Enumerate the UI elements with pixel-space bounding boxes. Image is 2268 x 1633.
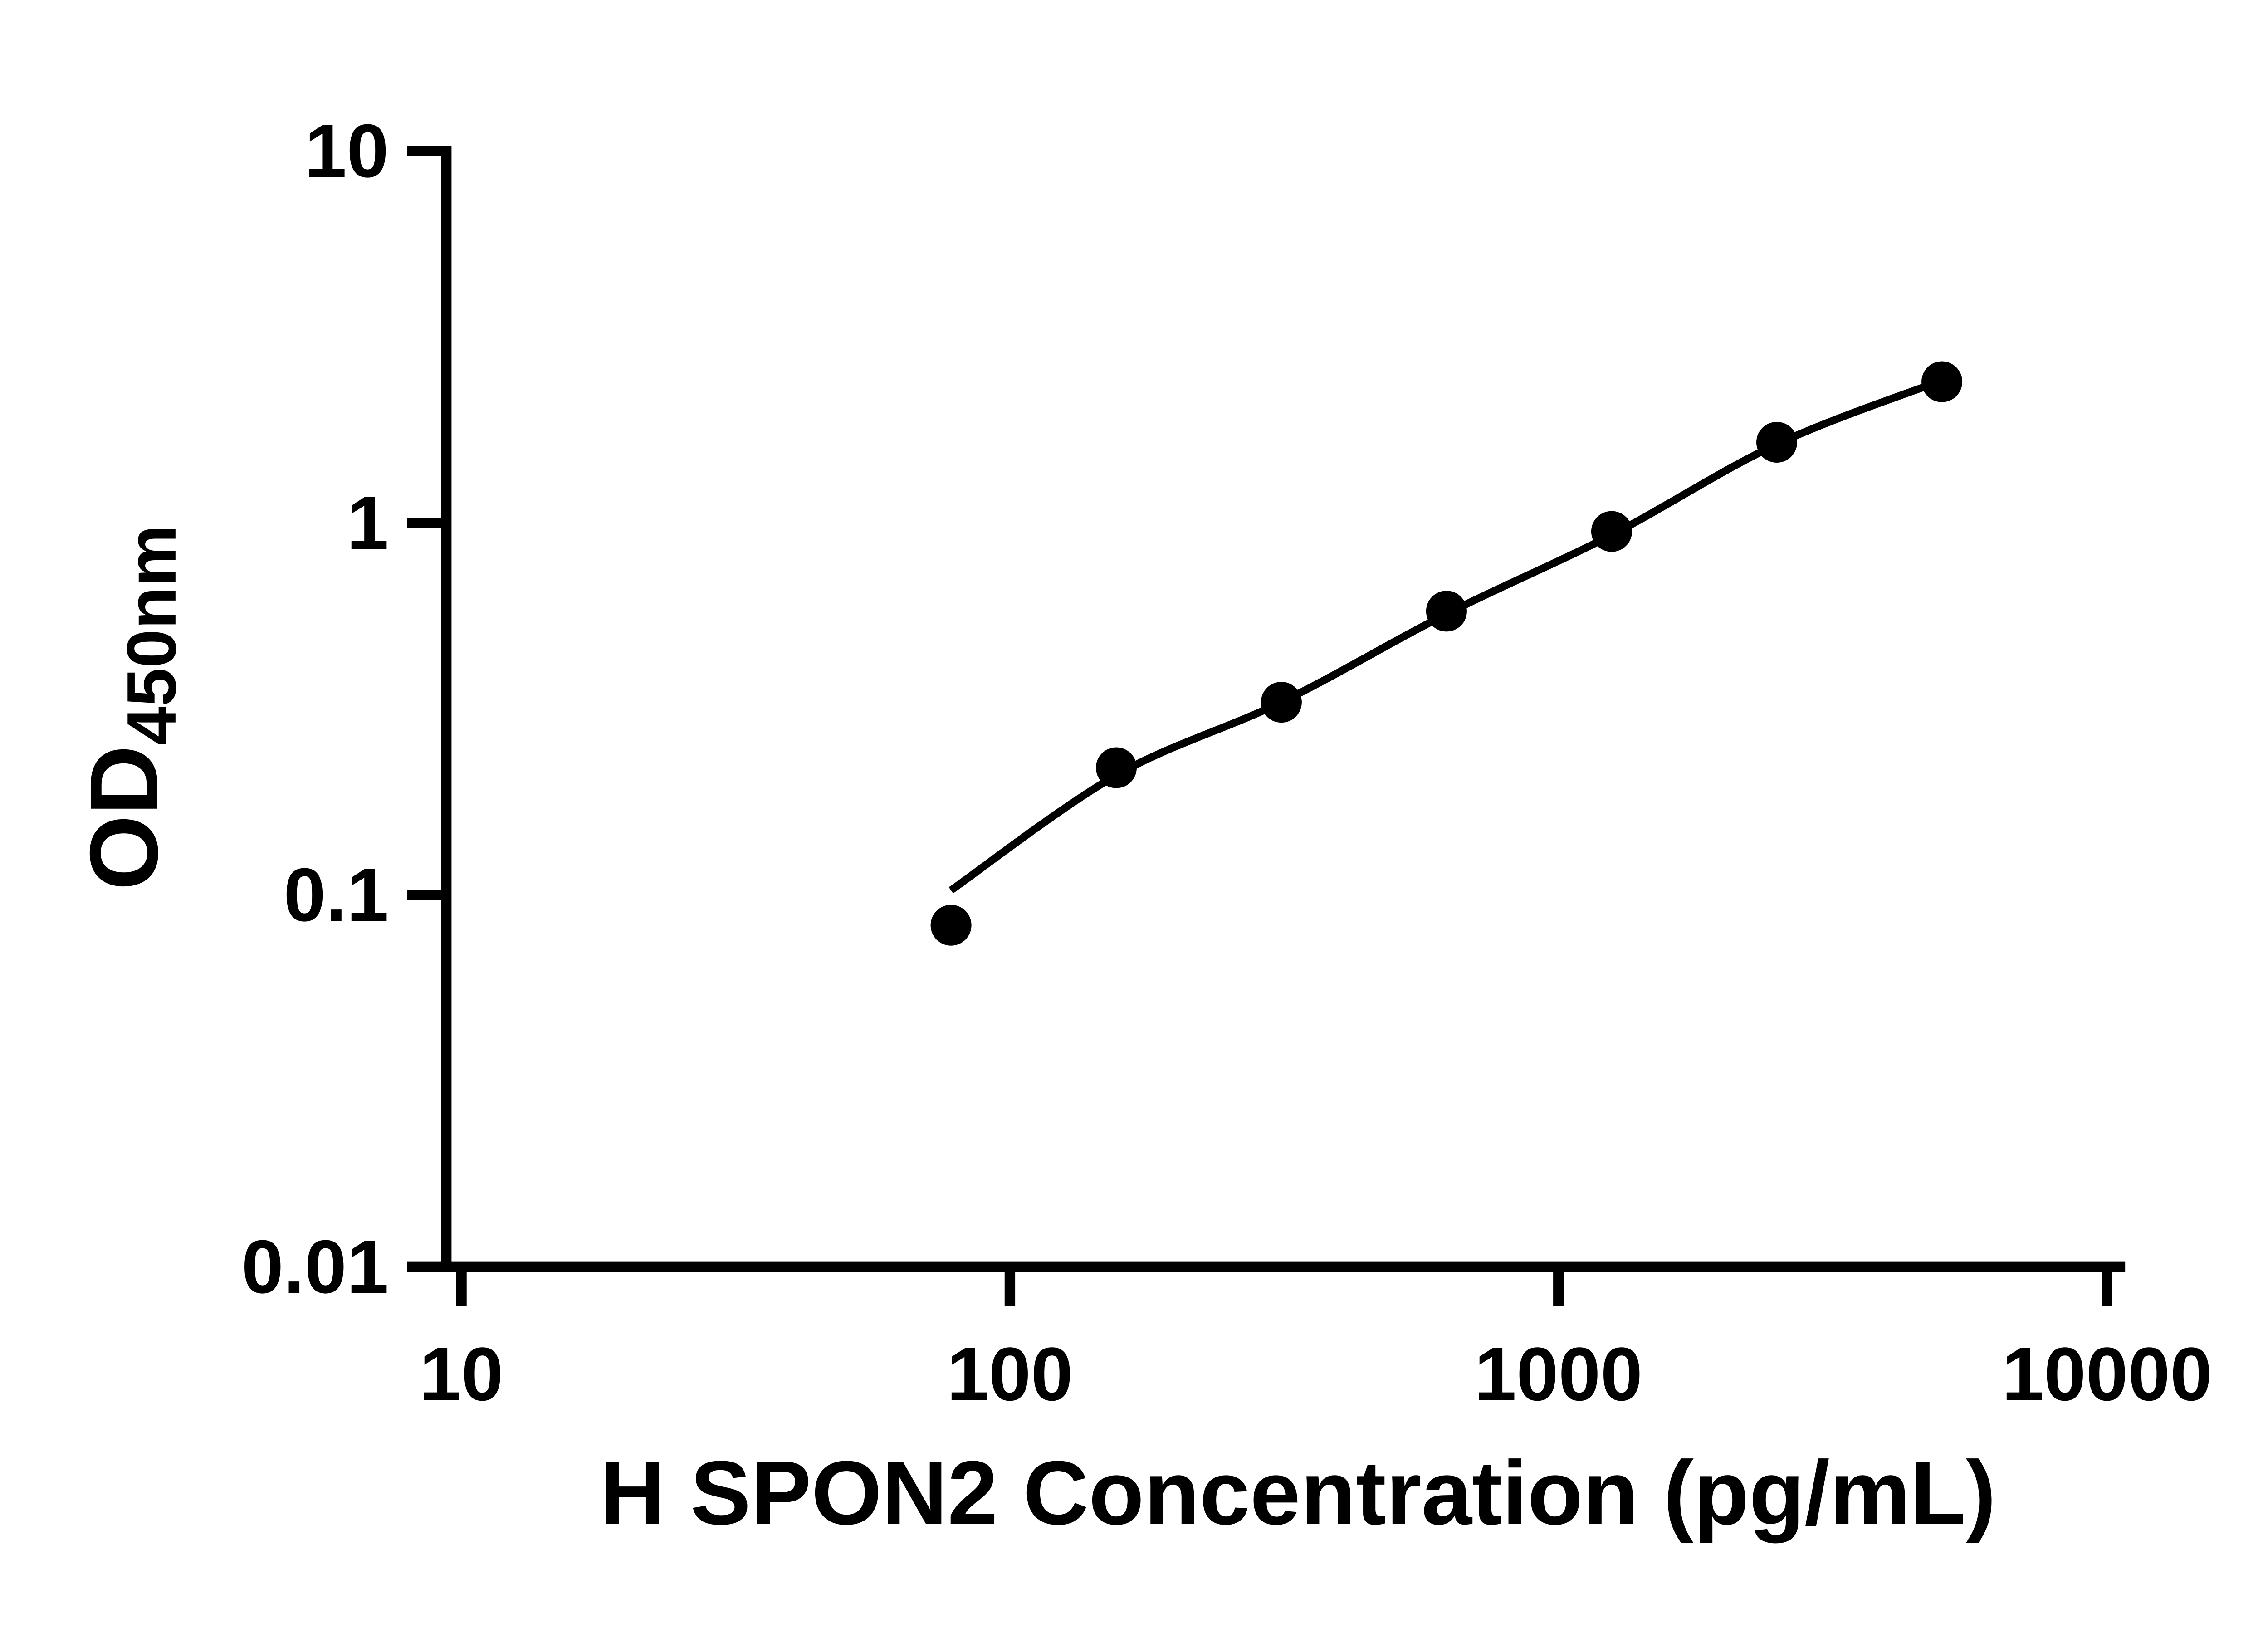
y-axis-title-subscript: 450nm <box>113 525 191 745</box>
y-tick-label: 0.1 <box>284 853 389 937</box>
y-tick-label: 10 <box>305 109 389 193</box>
data-point <box>930 905 972 946</box>
x-tick-label: 1000 <box>1474 1332 1642 1417</box>
x-axis-title: H SPON2 Concentration (pg/mL) <box>600 1442 1996 1544</box>
data-point <box>1426 591 1467 632</box>
data-point <box>1095 747 1137 788</box>
y-tick-label: 1 <box>347 481 389 565</box>
x-tick-label: 10 <box>419 1332 503 1417</box>
x-tick-label: 10000 <box>2002 1332 2212 1417</box>
fit-curve <box>948 376 1943 894</box>
data-point <box>1591 511 1632 552</box>
y-tick-label: 0.01 <box>241 1225 389 1309</box>
y-axis-title: OD450nm <box>70 525 191 890</box>
data-point <box>1261 682 1302 723</box>
plot-area: 0.01 0.1 1 10 10 100 1000 10000 <box>241 109 2212 1417</box>
y-axis-title-main: OD <box>70 745 178 890</box>
x-tick-label: 100 <box>947 1332 1073 1417</box>
data-point <box>1756 421 1798 463</box>
data-point <box>1921 361 1963 402</box>
